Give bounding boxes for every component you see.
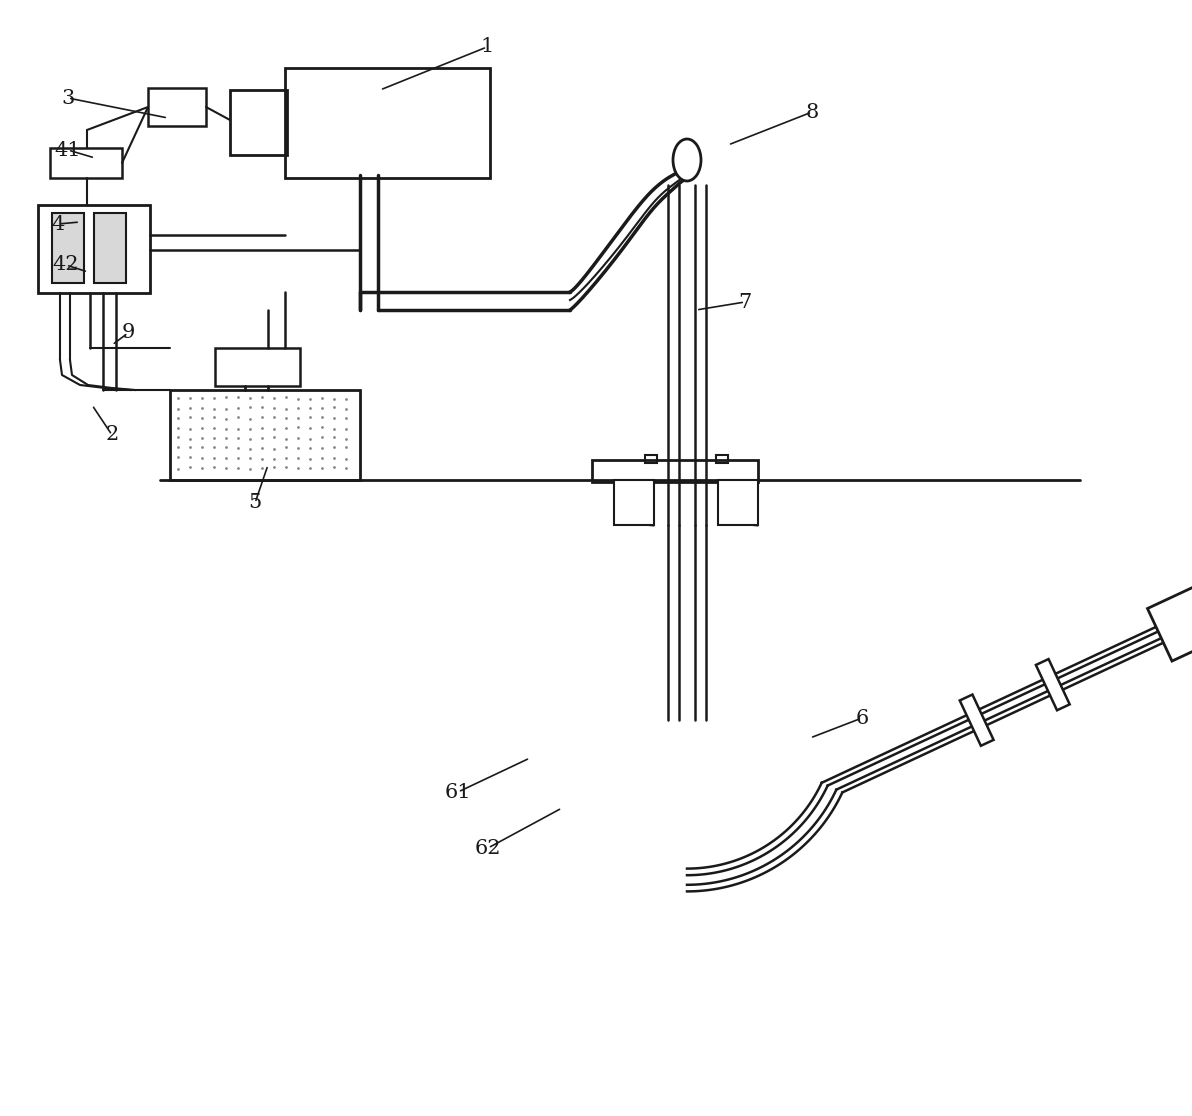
Text: 5: 5: [248, 493, 261, 512]
Bar: [52, 213, 83, 283]
Text: 7: 7: [738, 292, 752, 311]
Text: 9: 9: [122, 324, 135, 343]
Text: 42: 42: [52, 256, 79, 275]
Text: 41: 41: [55, 141, 81, 160]
Polygon shape: [1148, 578, 1192, 661]
Bar: [716, 455, 728, 463]
Bar: [645, 455, 657, 463]
Ellipse shape: [673, 140, 701, 181]
Text: 4: 4: [51, 214, 64, 233]
Text: 8: 8: [806, 103, 819, 122]
Bar: [148, 88, 206, 126]
Bar: [38, 205, 150, 294]
Bar: [50, 148, 122, 177]
Text: 1: 1: [480, 38, 493, 57]
Bar: [592, 460, 758, 482]
Polygon shape: [1036, 660, 1069, 710]
Bar: [94, 213, 126, 283]
Bar: [718, 480, 758, 525]
Bar: [215, 348, 300, 386]
Text: 61: 61: [445, 782, 471, 801]
Text: 3: 3: [61, 88, 75, 107]
Text: 62: 62: [474, 838, 502, 857]
Bar: [170, 389, 360, 480]
Bar: [230, 90, 287, 155]
Bar: [614, 480, 654, 525]
Polygon shape: [960, 694, 994, 745]
Text: 2: 2: [105, 425, 119, 444]
Text: 6: 6: [856, 709, 869, 728]
Bar: [285, 68, 490, 177]
